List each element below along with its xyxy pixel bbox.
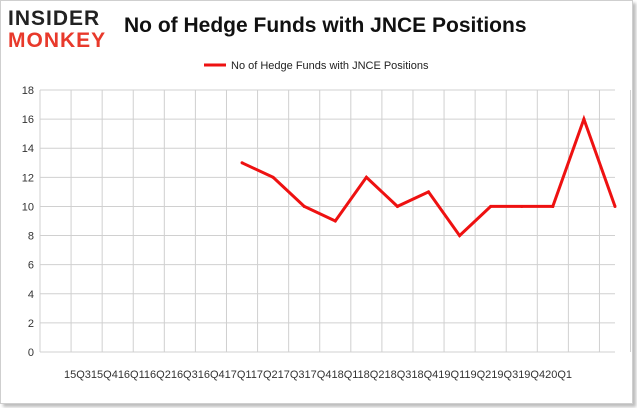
y-tick-label: 2 xyxy=(28,318,34,330)
y-tick-label: 12 xyxy=(22,172,34,184)
data-point xyxy=(240,161,244,165)
logo-line-1: INSIDER xyxy=(8,7,101,30)
y-axis-ticks: 0 2 4 6 8 10 12 14 16 18 xyxy=(22,85,34,359)
y-tick-label: 8 xyxy=(28,231,34,243)
data-point xyxy=(551,204,555,208)
y-tick-label: 10 xyxy=(22,201,34,213)
y-tick-label: 14 xyxy=(22,143,34,155)
y-tick-label: 16 xyxy=(22,114,34,126)
data-point xyxy=(302,204,306,208)
legend-label: No of Hedge Funds with JNCE Positions xyxy=(231,60,429,72)
y-tick-label: 18 xyxy=(22,85,34,97)
y-tick-label: 6 xyxy=(28,260,34,272)
data-point xyxy=(427,190,431,194)
data-point xyxy=(520,204,524,208)
data-point xyxy=(582,117,586,121)
insider-monkey-logo: INSIDER MONKEY xyxy=(8,8,112,52)
x-axis-labels: 15Q315Q416Q116Q216Q316Q417Q117Q217Q317Q4… xyxy=(64,369,572,381)
y-tick-label: 4 xyxy=(28,289,34,301)
series-group xyxy=(240,114,617,238)
y-tick-label: 0 xyxy=(28,347,34,359)
data-point xyxy=(613,204,617,208)
data-point xyxy=(364,175,368,179)
logo-line-2: MONKEY xyxy=(8,29,107,52)
data-point xyxy=(458,234,462,238)
legend: No of Hedge Funds with JNCE Positions xyxy=(204,60,429,72)
data-point xyxy=(271,175,275,179)
chart-title: No of Hedge Funds with JNCE Positions xyxy=(124,14,527,37)
data-point xyxy=(489,204,493,208)
data-point xyxy=(395,204,399,208)
data-point xyxy=(333,219,337,223)
grid-lines xyxy=(39,89,632,353)
